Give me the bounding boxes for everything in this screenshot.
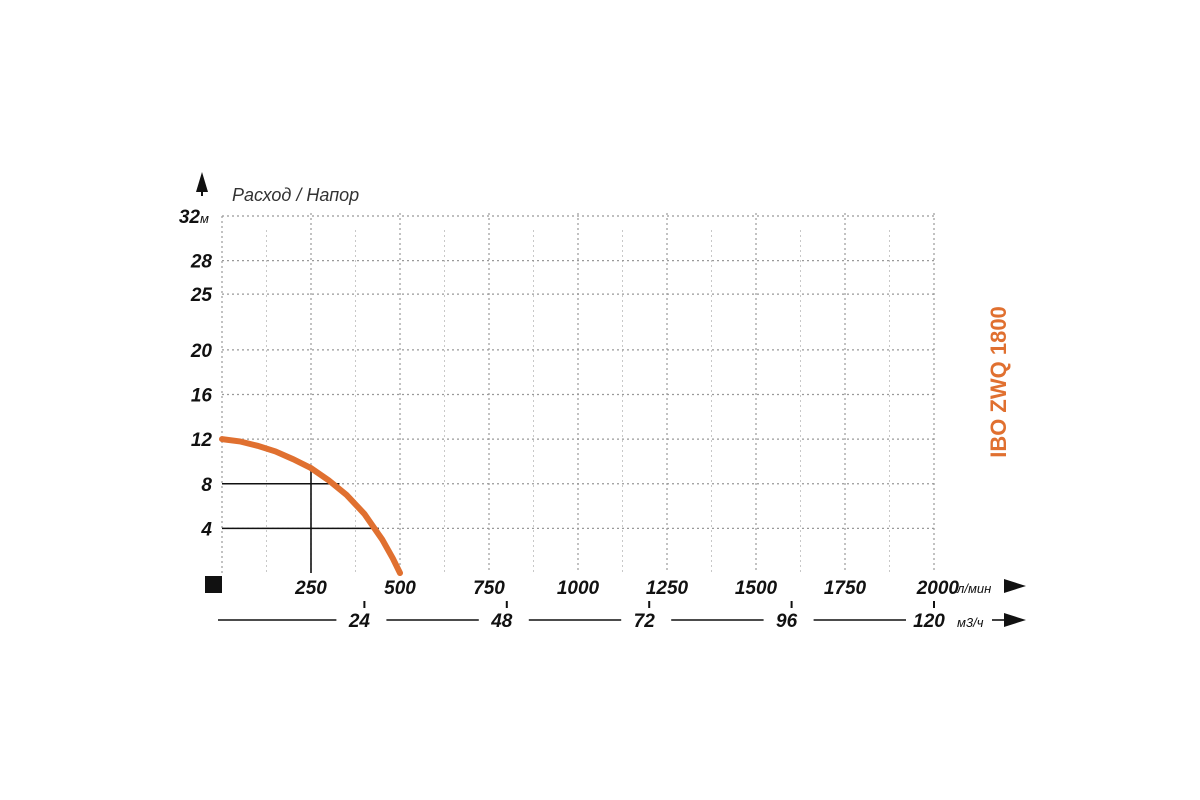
- performance-curve: [219, 436, 403, 576]
- x2-tick-label: 72: [634, 611, 656, 632]
- y-tick-label: 4: [200, 519, 212, 540]
- x-tick-label: 1500: [735, 578, 778, 599]
- x-tick-labels: 250 500 750 1000 1250 1500 1750 2000: [294, 578, 959, 599]
- y-tick-label: 16: [191, 386, 213, 407]
- grid: [221, 213, 935, 573]
- x2-tick-label: 48: [490, 611, 513, 632]
- x-tick-label: 2000: [916, 578, 960, 599]
- y-tick-label: 28: [190, 252, 213, 273]
- x2-unit-label: м3/ч: [957, 615, 984, 630]
- y-tick-label: 12: [191, 430, 213, 451]
- y-tick-label: 20: [190, 341, 213, 362]
- x2-tick-label: 120: [913, 611, 945, 632]
- secondary-x-axis: 24 48 72 96 120: [218, 601, 1004, 632]
- x-tick-label: 1750: [824, 578, 867, 599]
- x2-axis-arrow: [1004, 613, 1026, 627]
- y-tick-label: 8: [201, 475, 212, 496]
- x2-tick-label: 96: [776, 611, 798, 632]
- x-tick-label: 1000: [557, 578, 600, 599]
- y-tick-label: 25: [190, 285, 213, 306]
- origin-marker: [205, 576, 222, 593]
- annotation-lines: [222, 468, 379, 573]
- x-tick-label: 500: [384, 578, 416, 599]
- y-axis-arrow: [196, 172, 208, 196]
- x-tick-label: 1250: [646, 578, 689, 599]
- x-tick-label: 250: [294, 578, 327, 599]
- y-unit-label: м: [200, 211, 209, 226]
- x-axis-arrow: [1004, 579, 1026, 593]
- y-axis-title: Расход / Напор: [232, 185, 359, 205]
- model-title: IBO ZWQ 1800: [986, 306, 1011, 458]
- x-unit-label: л/мин: [956, 581, 991, 596]
- y-tick-label: 32: [179, 207, 201, 228]
- x2-tick-label: 24: [348, 611, 371, 632]
- y-tick-labels: 4 8 12 16 20 25 28 32 м: [179, 207, 213, 540]
- x-tick-label: 750: [473, 578, 505, 599]
